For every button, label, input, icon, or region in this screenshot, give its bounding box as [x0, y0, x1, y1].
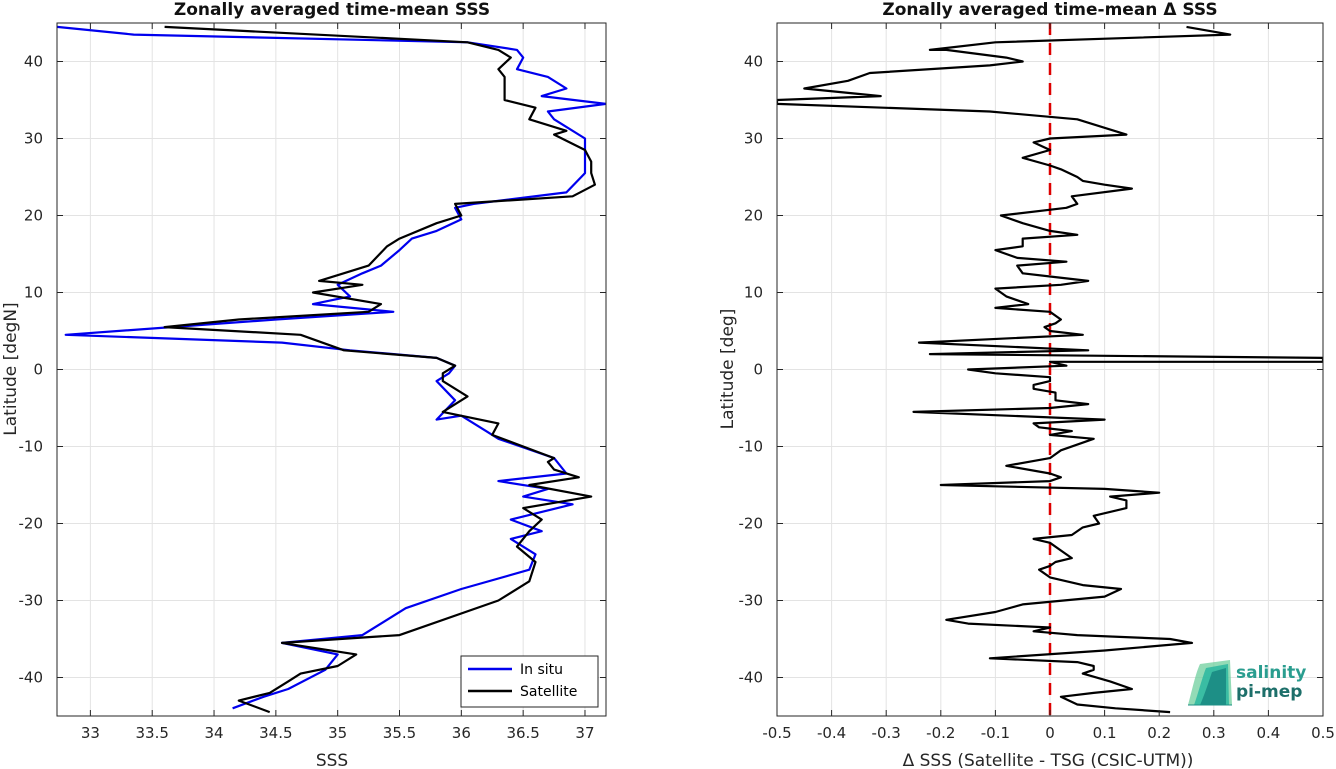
sss-y-ticks: -40 -30 -20 -10 0 10 20 30 40 [19, 53, 606, 687]
logo-salinity-text: salinity [1236, 663, 1306, 683]
sss-x-ticks: 33 33.5 34 34.5 35 35.5 36 36.5 37 [81, 23, 595, 742]
sss-x-tick-label: 34.5 [259, 724, 292, 742]
sss-y-tick-label: -30 [19, 592, 44, 610]
sss-y-tick-label: 0 [33, 361, 43, 379]
sss-line-satellite [163, 25, 597, 714]
sss-x-tick-label: 36.5 [506, 724, 539, 742]
sss-y-tick-label: 30 [24, 130, 43, 148]
delta-sss-x-tick-label: 0 [1045, 724, 1055, 742]
delta-sss-x-ticks: -0.5 -0.4 -0.3 -0.2 -0.1 0 0.1 0.2 0.3 0.4 0.5 [762, 23, 1335, 742]
delta-sss-y-tick-label: -20 [739, 515, 764, 533]
delta-sss-y-ticks: -40 -30 -20 -10 0 10 20 30 40 [739, 53, 1323, 687]
delta-sss-y-tick-label: 40 [744, 53, 763, 71]
delta-sss-x-tick-label: 0.3 [1202, 724, 1226, 742]
sss-panel: Zonally averaged time-mean SSS 33 33.5 34 3… [1, 0, 607, 769]
sss-x-tick-label: 36 [452, 724, 471, 742]
delta-sss-y-tick-label: 10 [744, 284, 763, 302]
delta-sss-x-tick-label: 0.5 [1311, 724, 1335, 742]
delta-sss-x-tick-label: 0.4 [1256, 724, 1280, 742]
sss-series [57, 25, 606, 714]
sss-x-tick-label: 34 [204, 724, 223, 742]
delta-sss-y-axis-label: Latitude [deg] [718, 309, 738, 430]
sss-line-in-situ [57, 25, 606, 710]
delta-sss-chart-title: Zonally averaged time-mean Δ SSS [882, 0, 1217, 20]
sss-y-tick-label: 40 [24, 53, 43, 71]
delta-sss-x-tick-label: -0.1 [981, 724, 1010, 742]
sss-y-tick-label: -20 [19, 515, 44, 533]
delta-sss-x-tick-label: -0.3 [872, 724, 901, 742]
logo-pi-mep-text: pi-mep [1236, 682, 1302, 702]
legend-in-situ-label: In situ [520, 662, 563, 678]
delta-sss-y-tick-label: -10 [739, 438, 764, 456]
delta-sss-x-axis-label: Δ SSS (Satellite - TSG (CSIC-UTM)) [903, 751, 1194, 769]
sss-x-tick-label: 33.5 [136, 724, 169, 742]
delta-sss-y-tick-label: -40 [739, 669, 764, 687]
delta-sss-y-tick-label: 30 [744, 130, 763, 148]
delta-sss-x-tick-label: 0.2 [1147, 724, 1171, 742]
sss-x-tick-label: 35.5 [383, 724, 416, 742]
delta-sss-x-tick-label: 0.1 [1093, 724, 1117, 742]
sss-y-tick-label: -40 [19, 669, 44, 687]
delta-sss-y-tick-label: 20 [744, 207, 763, 225]
delta-sss-y-tick-label: -30 [739, 592, 764, 610]
sss-legend: In situ Satellite [460, 655, 599, 708]
sss-y-tick-label: 20 [24, 207, 43, 225]
delta-sss-x-tick-label: -0.4 [817, 724, 846, 742]
sss-y-tick-label: 10 [24, 284, 43, 302]
logo-wave-icon [1188, 660, 1232, 706]
sss-y-axis-label: Latitude [degN] [1, 302, 21, 435]
sss-chart-title: Zonally averaged time-mean SSS [174, 0, 490, 20]
sss-x-axis-label: SSS [316, 751, 348, 769]
sss-grid [57, 23, 606, 716]
delta-sss-panel: Zonally averaged time-mean Δ SSS -0.5 -0.… [718, 0, 1335, 769]
delta-sss-series [777, 25, 1323, 714]
sss-legend-box [460, 655, 599, 708]
sss-x-tick-label: 35 [328, 724, 347, 742]
delta-sss-x-tick-label: -0.2 [926, 724, 955, 742]
legend-satellite-label: Satellite [520, 684, 577, 700]
delta-sss-y-tick-label: 0 [753, 361, 763, 379]
salinity-pi-mep-logo: salinity pi-mep [1188, 660, 1306, 706]
delta-sss-line-delta [777, 25, 1323, 714]
sss-x-tick-label: 37 [575, 724, 594, 742]
sss-x-tick-label: 33 [81, 724, 100, 742]
delta-sss-x-tick-label: -0.5 [762, 724, 791, 742]
sss-y-tick-label: -10 [19, 438, 44, 456]
